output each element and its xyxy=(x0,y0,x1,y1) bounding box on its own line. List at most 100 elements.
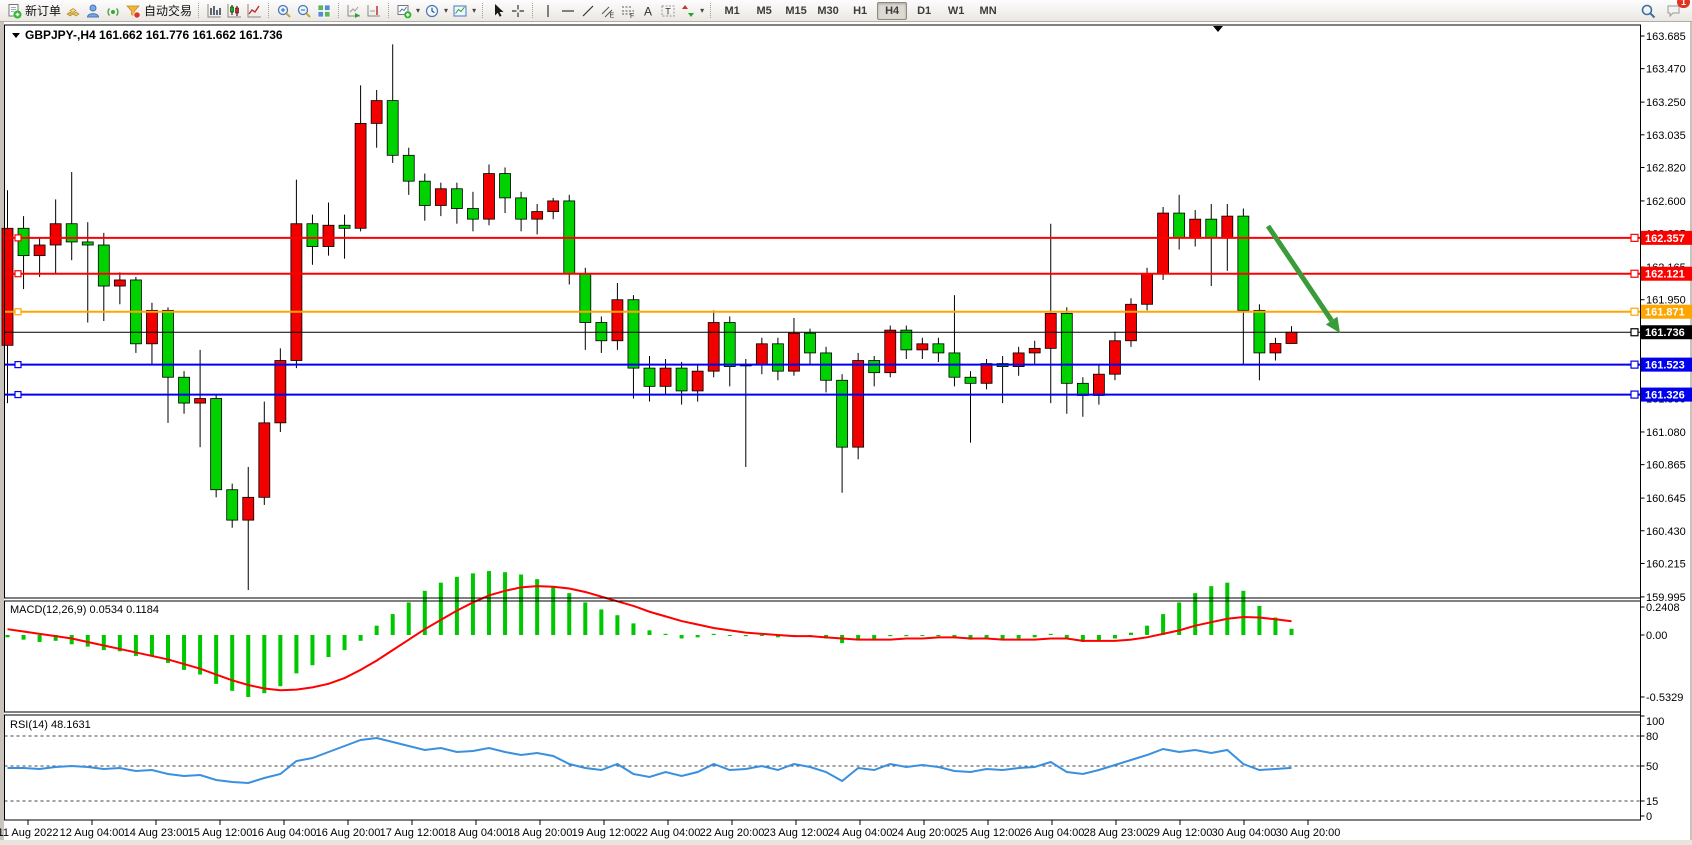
toolbar: 新订单 自动交易 ▾ ▾ ▾ E F A T ▾ M1 M5 M15 M30 H1 H4 D1 W1 MN 1 xyxy=(0,0,1692,22)
fibonacci-button[interactable]: F xyxy=(618,0,638,22)
templates-button[interactable]: ▾ xyxy=(450,0,478,22)
candle-40 xyxy=(643,367,656,387)
timeframe-m1-button[interactable]: M1 xyxy=(724,4,740,17)
candle-49 xyxy=(788,332,800,372)
candle-50 xyxy=(804,332,816,354)
candle-39 xyxy=(627,299,640,369)
bar-chart-mode-button[interactable] xyxy=(204,0,224,22)
candle-64 xyxy=(1028,347,1041,354)
svg-text:159.995: 159.995 xyxy=(1646,592,1686,604)
chart-canvas[interactable]: GBPJPY-,H4 161.662 161.776 161.662 161.7… xyxy=(0,22,1692,845)
vertical-line-button[interactable] xyxy=(538,0,558,22)
svg-text:163.250: 163.250 xyxy=(1646,97,1686,109)
price-tag-161.326 xyxy=(1641,387,1692,402)
search-button[interactable] xyxy=(1638,0,1658,22)
timeframe-mn-button[interactable]: MN xyxy=(979,4,997,17)
svg-text:162.820: 162.820 xyxy=(1646,162,1686,174)
toolbar-separator xyxy=(532,3,534,18)
price-tag-161.871 xyxy=(1641,304,1692,319)
tile-windows-icon xyxy=(316,3,332,19)
svg-text:163.035: 163.035 xyxy=(1646,130,1686,142)
timeframe-m5-button[interactable]: M5 xyxy=(756,4,772,17)
candle-43 xyxy=(691,370,704,392)
timeframe-d1-button[interactable]: D1 xyxy=(917,4,932,17)
chevron-down-icon: ▾ xyxy=(416,6,421,15)
candle-18 xyxy=(290,223,303,361)
candle-72 xyxy=(1157,212,1169,275)
timeframe-m15-button[interactable]: M15 xyxy=(785,4,807,17)
trendline-button[interactable] xyxy=(578,0,598,22)
time-label: 26 Aug 04:00 xyxy=(1020,827,1085,839)
auto-scroll-button[interactable] xyxy=(344,0,364,22)
line-chart-icon xyxy=(246,3,262,19)
candle-34 xyxy=(547,200,560,212)
vline-icon xyxy=(540,3,556,19)
zoom-in-button[interactable] xyxy=(274,0,294,22)
periods-button[interactable]: ▾ xyxy=(422,0,450,22)
text-icon: A xyxy=(640,3,656,19)
chevron-down-icon: ▾ xyxy=(700,6,705,15)
cursor-button[interactable] xyxy=(488,0,508,22)
candles-layer xyxy=(1,44,1298,591)
crosshair-button[interactable] xyxy=(508,0,528,22)
time-label: 17 Aug 12:00 xyxy=(380,827,445,839)
payments-button[interactable] xyxy=(63,0,83,22)
price-tag-161.736 xyxy=(1641,325,1692,340)
timeframe-m30-button[interactable]: M30 xyxy=(817,4,839,17)
chart-title: GBPJPY-,H4 161.662 161.776 161.662 161.7… xyxy=(12,28,283,42)
candle-chart-mode-button[interactable] xyxy=(224,0,244,22)
text-button[interactable]: A xyxy=(638,0,658,22)
svg-text:15: 15 xyxy=(1646,796,1658,808)
svg-text:0.2408: 0.2408 xyxy=(1646,602,1680,614)
candle-68 xyxy=(1093,373,1105,396)
signals-button[interactable] xyxy=(103,0,123,22)
timeframe-h4-button[interactable]: H4 xyxy=(877,1,908,20)
candle-9 xyxy=(146,309,158,345)
rsi-pane[interactable]: RSI(14) 48.1631 xyxy=(4,719,1641,802)
community-button[interactable] xyxy=(83,0,103,22)
svg-text:161.080: 161.080 xyxy=(1646,427,1686,439)
main-price-pane[interactable]: GBPJPY-,H4 161.662 161.776 161.662 161.7… xyxy=(1,26,1641,591)
symbol-ohlc-title: GBPJPY-,H4 161.662 161.776 161.662 161.7… xyxy=(25,28,283,42)
horizontal-line-button[interactable] xyxy=(558,0,578,22)
toolbar-separator xyxy=(482,3,484,18)
equidistant-channel-button[interactable]: E xyxy=(598,0,618,22)
indicators-button[interactable]: ▾ xyxy=(394,0,422,22)
candle-25 xyxy=(402,154,415,182)
candle-6 xyxy=(97,244,110,287)
search-icon xyxy=(1640,3,1656,19)
candle-74 xyxy=(1189,218,1202,238)
clock-icon xyxy=(424,3,440,19)
chart-window[interactable]: GBPJPY-,H4 161.662 161.776 161.662 161.7… xyxy=(0,22,1692,845)
text-label-button[interactable]: T xyxy=(658,0,678,22)
time-label: 24 Aug 20:00 xyxy=(892,827,957,839)
svg-text:161.871: 161.871 xyxy=(1645,307,1685,319)
time-label: 16 Aug 20:00 xyxy=(316,827,381,839)
signal-icon xyxy=(105,3,121,19)
chart-shift-button[interactable] xyxy=(364,0,384,22)
candle-80 xyxy=(1285,331,1298,344)
candle-28 xyxy=(450,188,463,209)
timeframe-w1-button[interactable]: W1 xyxy=(947,4,965,17)
notifications-button[interactable]: 1 xyxy=(1664,0,1690,22)
candle-70 xyxy=(1125,303,1137,342)
tile-windows-button[interactable] xyxy=(314,0,334,22)
candle-58 xyxy=(932,343,945,354)
arrows-button[interactable]: ▾ xyxy=(678,0,706,22)
line-chart-mode-button[interactable] xyxy=(244,0,264,22)
autotrading-button[interactable]: 自动交易 xyxy=(123,0,194,22)
svg-text:F: F xyxy=(630,13,634,19)
timeframe-h1-button[interactable]: H1 xyxy=(853,4,868,17)
hline-objects[interactable] xyxy=(4,234,1641,399)
candle-69 xyxy=(1109,340,1121,375)
macd-label: MACD(12,26,9) 0.0534 0.1184 xyxy=(10,604,159,616)
price-tag-162.121 xyxy=(1641,266,1692,281)
candle-37 xyxy=(595,322,608,342)
new-order-button[interactable]: 新订单 xyxy=(4,0,63,22)
svg-text:160.215: 160.215 xyxy=(1646,558,1686,570)
svg-text:160.645: 160.645 xyxy=(1646,493,1686,505)
macd-pane[interactable]: MACD(12,26,9) 0.0534 0.1184 xyxy=(5,571,1294,697)
zoom-out-button[interactable] xyxy=(294,0,314,22)
candle-66 xyxy=(1060,312,1073,384)
arrow-annotation[interactable] xyxy=(1265,224,1340,333)
